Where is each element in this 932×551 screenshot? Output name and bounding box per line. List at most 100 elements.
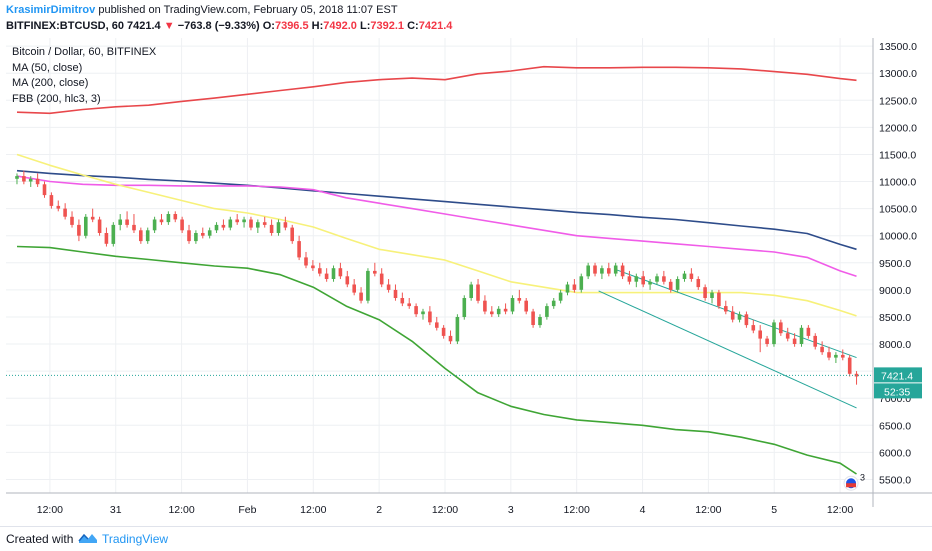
x-tick-label: 3 <box>508 504 514 516</box>
price-axis[interactable]: 13500.0 13000.0 12500.0 12000.0 11500.0 11000… <box>874 41 922 486</box>
grid <box>6 38 932 507</box>
tradingview-brand[interactable]: TradingView <box>102 532 169 546</box>
chart-legend: Bitcoin / Dollar, 60, BITFINEX MA (50, c… <box>12 45 156 107</box>
event-count: 3 <box>860 472 865 482</box>
candle-body <box>221 224 226 228</box>
y-tick-label: 10500.0 <box>879 204 917 216</box>
candle-body <box>77 224 81 236</box>
candle-body <box>56 205 61 209</box>
candle-body <box>428 311 432 323</box>
line-ma200 <box>16 169 857 251</box>
candle-body <box>345 276 350 285</box>
candle-body <box>28 178 33 182</box>
time-axis[interactable]: 12:00 31 12:00 Feb 12:00 2 12:00 3 12:00 4 12:00 5 1… <box>37 504 854 516</box>
symbol-label[interactable]: BITFINEX:BTCUSD, 60 <box>6 20 124 32</box>
candle-body <box>235 219 239 223</box>
candle-body <box>194 233 198 242</box>
tradingview-logo-icon[interactable] <box>78 531 98 545</box>
candle-body <box>806 327 811 336</box>
channel-lower-line <box>598 290 857 409</box>
candle-body <box>187 230 191 242</box>
candle-body <box>600 268 604 274</box>
candle-body <box>634 276 639 282</box>
candle-body <box>242 219 246 223</box>
candle-body <box>627 276 632 282</box>
candle-body <box>49 195 54 206</box>
candle-body <box>751 325 756 331</box>
candle-body <box>318 268 322 274</box>
candle-body <box>63 208 67 217</box>
candle-body <box>483 300 487 312</box>
change-value: −763.8 (−9.33%) <box>177 20 260 32</box>
candle-body <box>503 308 508 312</box>
candle-body <box>311 265 315 269</box>
candle-body <box>324 273 329 279</box>
author-link[interactable]: KrasimirDimitrov <box>6 4 96 16</box>
y-tick-label: 9000.0 <box>879 285 911 297</box>
candle-body <box>758 330 762 339</box>
x-tick-label: 12:00 <box>695 504 721 516</box>
y-tick-label: 12000.0 <box>879 122 917 134</box>
line-fbb_lower <box>16 245 857 475</box>
candle-body <box>586 265 590 277</box>
candle-body <box>393 289 398 298</box>
y-tick-label: 8000.0 <box>879 339 911 351</box>
candle-body <box>249 219 253 228</box>
event-marker[interactable]: 3 <box>843 472 865 491</box>
candle-body <box>545 306 549 317</box>
candle-body <box>400 298 405 304</box>
candle-body <box>820 346 824 353</box>
candle-body <box>579 276 584 290</box>
candle-body <box>558 292 563 301</box>
x-tick-label: Feb <box>238 504 256 516</box>
y-tick-label: 10000.0 <box>879 231 917 243</box>
candle-body <box>214 224 219 231</box>
candle-body <box>304 257 308 266</box>
open-label: O: <box>262 20 275 32</box>
candle-body <box>366 270 370 301</box>
candle-body <box>854 373 859 377</box>
created-with-text: Created with <box>6 532 74 546</box>
legend-ma200[interactable]: MA (200, close) <box>12 77 89 89</box>
candle-body <box>201 233 205 236</box>
line-ma50 <box>16 153 857 317</box>
price-chart[interactable]: 13500.0 13000.0 12500.0 12000.0 11500.0 11000… <box>0 38 932 526</box>
candle-body <box>159 219 164 223</box>
candle-body <box>386 284 391 290</box>
candle-body <box>42 184 47 196</box>
candle-body <box>517 298 522 301</box>
candle-body <box>772 322 776 345</box>
candle-body <box>524 300 528 312</box>
candle-body <box>338 268 343 277</box>
candle-body <box>462 298 467 317</box>
candle-body <box>407 303 411 307</box>
y-tick-label: 13500.0 <box>879 41 917 53</box>
candle-body <box>132 224 136 231</box>
x-tick-label: 12:00 <box>168 504 194 516</box>
candle-body <box>435 322 439 328</box>
candle-body <box>262 222 267 225</box>
candle-body <box>565 284 570 293</box>
candle-body <box>359 292 363 301</box>
high-value: 7492.0 <box>323 20 357 32</box>
candle-body <box>710 292 714 298</box>
published-text: published on TradingView.com, February 0… <box>98 4 398 16</box>
candle-body <box>15 176 19 179</box>
candle-body <box>620 265 625 277</box>
ohlc-line: BITFINEX:BTCUSD, 60 7421.4 ▼ −763.8 (−9.… <box>6 20 452 32</box>
candle-body <box>283 222 288 228</box>
candle-body <box>331 268 336 279</box>
candle-body <box>496 308 501 315</box>
candle-body <box>607 268 611 274</box>
candle-body <box>22 176 26 182</box>
candle-body <box>441 327 446 336</box>
legend-ma50[interactable]: MA (50, close) <box>12 61 83 74</box>
candle-body <box>90 216 95 220</box>
candle-body <box>531 311 535 325</box>
candle-body <box>469 284 473 298</box>
candle-body <box>813 335 817 347</box>
candle-body <box>145 230 150 242</box>
candle-body <box>510 298 515 312</box>
legend-fbb[interactable]: FBB (200, hlc3, 3) <box>12 92 101 105</box>
footer: Created with TradingView <box>0 526 932 551</box>
